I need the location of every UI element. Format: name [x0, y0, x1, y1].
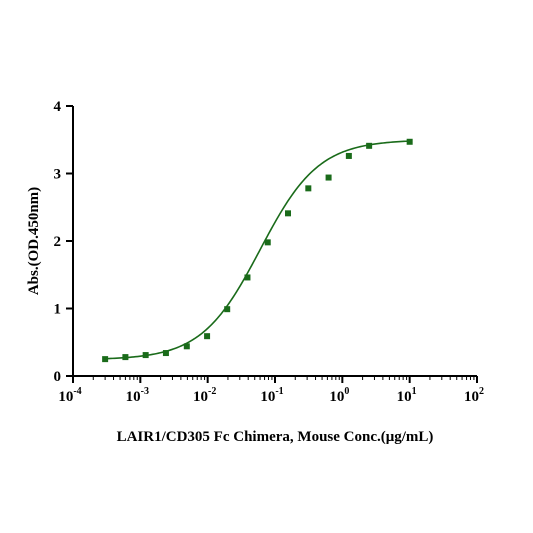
data-point	[305, 185, 312, 192]
x-tick-label: 100	[329, 386, 349, 405]
y-tick-label: 2	[54, 234, 62, 250]
x-axis-ticks: 10-4 10-3 10-2 10-1 100 101 102	[58, 376, 484, 405]
data-point	[244, 274, 251, 281]
fit-curve-layer	[105, 140, 410, 360]
data-point	[285, 210, 292, 217]
data-point	[122, 354, 129, 361]
data-point	[183, 343, 190, 350]
y-axis-label: Abs.(OD.450nm)	[26, 187, 42, 295]
x-tick-label: 10-1	[260, 386, 283, 405]
x-axis-label: LAIR1/CD305 Fc Chimera, Mouse Conc.(μg/m…	[117, 429, 434, 445]
data-point	[224, 306, 231, 313]
y-tick-label: 1	[54, 302, 62, 318]
x-tick-label: 10-4	[58, 386, 81, 405]
data-point	[406, 138, 413, 145]
x-tick-label: 10-2	[193, 386, 216, 405]
data-point	[325, 174, 332, 181]
data-point	[345, 152, 352, 159]
data-point	[264, 239, 271, 246]
data-point	[366, 142, 373, 149]
fit-curve	[105, 140, 410, 360]
y-tick-label: 4	[54, 99, 62, 115]
axes	[72, 106, 477, 377]
y-axis-ticks: 0 1 2 3 4	[54, 99, 73, 385]
y-tick-label: 3	[54, 167, 62, 183]
data-point	[102, 356, 109, 363]
x-tick-label: 10-3	[126, 386, 149, 405]
data-point	[162, 350, 169, 357]
data-point	[204, 333, 211, 340]
x-tick-label: 102	[464, 386, 484, 405]
x-tick-label: 101	[397, 386, 417, 405]
data-point	[142, 352, 149, 359]
data-points-layer	[102, 138, 413, 363]
y-tick-label: 0	[54, 369, 62, 385]
